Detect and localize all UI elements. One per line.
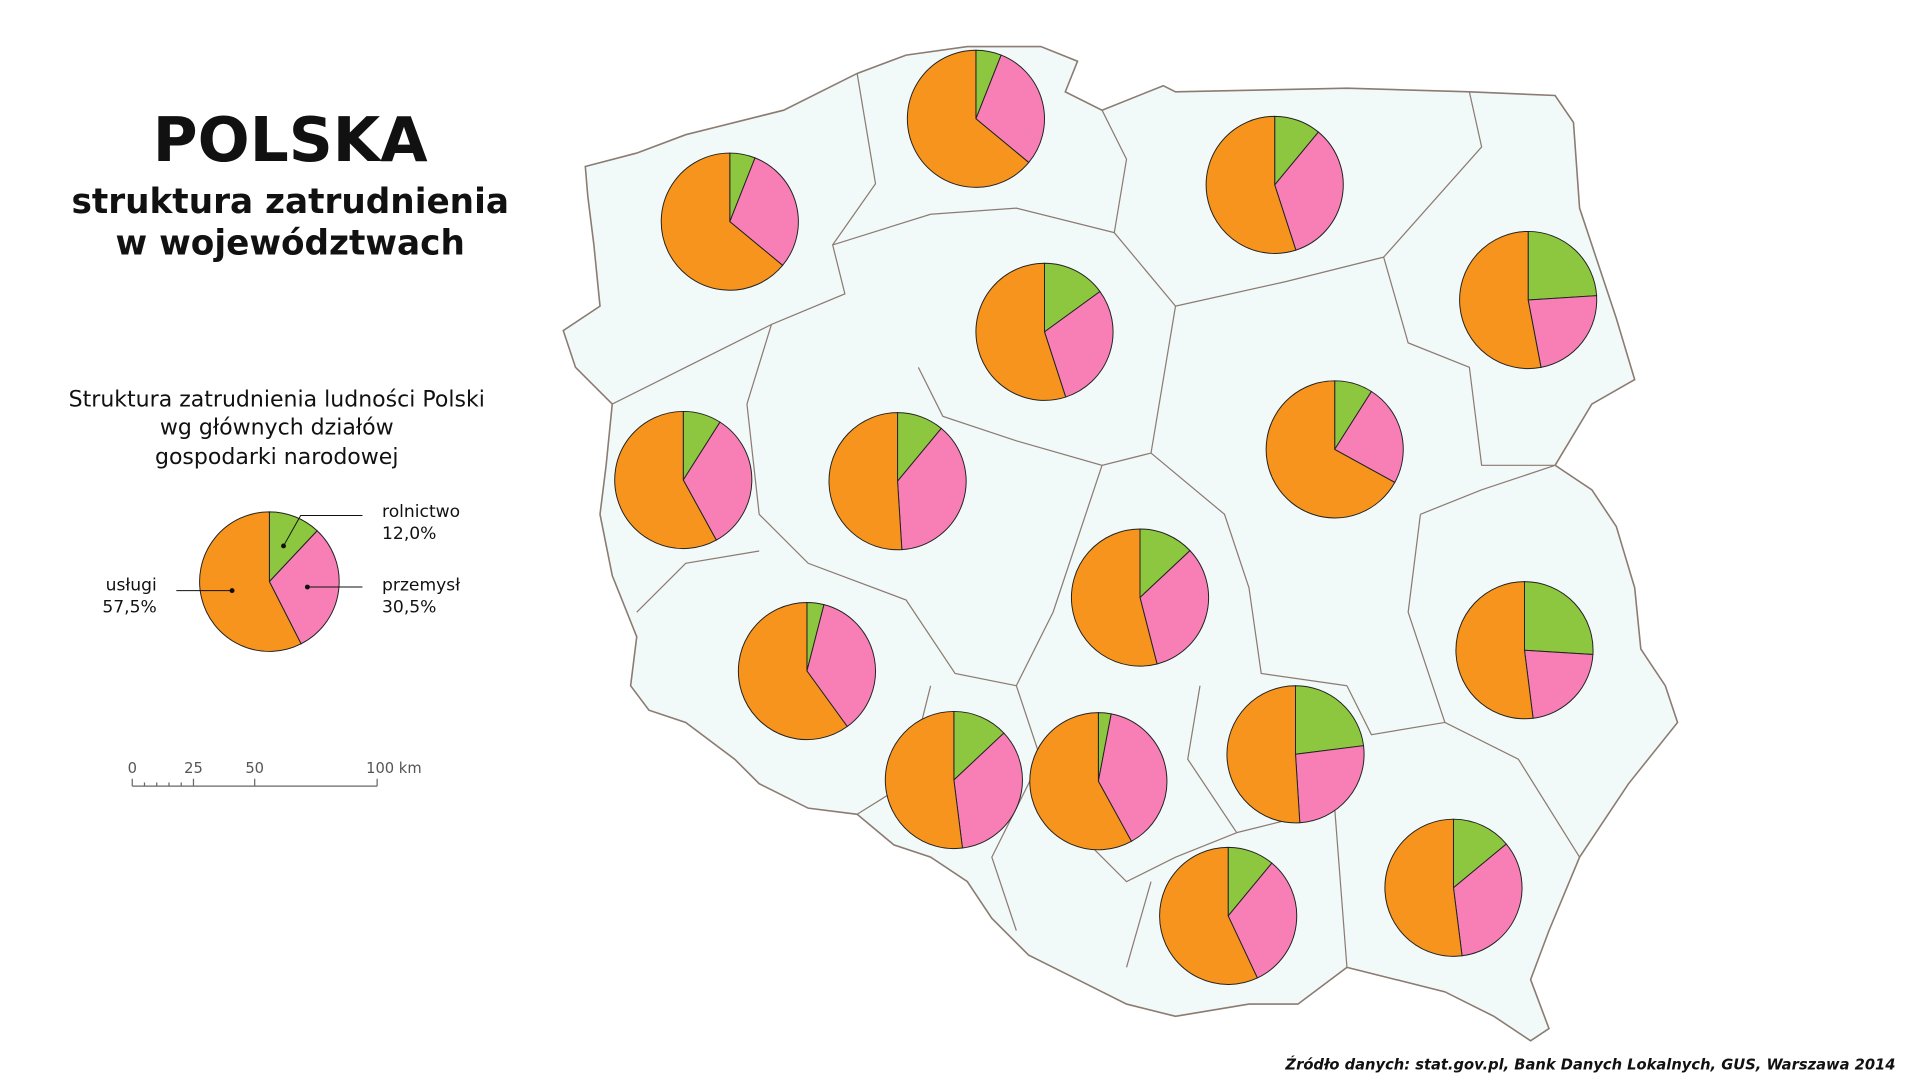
legend-title: gospodarki narodowej <box>155 445 399 470</box>
subtitle: w województwach <box>116 223 465 263</box>
pie-slice <box>1294 745 1365 824</box>
leader-dot <box>281 543 286 549</box>
pie-slice <box>1070 528 1158 667</box>
pie-slice <box>1043 290 1114 398</box>
pie-slice <box>1524 581 1594 656</box>
pie-slice <box>953 732 1023 849</box>
pie-slice <box>614 410 717 550</box>
pie-slice <box>975 54 1045 164</box>
pie-slice <box>1274 131 1344 251</box>
pie-slice <box>1139 549 1210 665</box>
title: POLSKA <box>153 105 428 176</box>
pie-slice <box>1044 262 1101 333</box>
subtitle: struktura zatrudnienia <box>71 182 508 222</box>
pie-slice <box>660 152 784 291</box>
region-borders <box>611 73 1581 968</box>
pie-slice <box>729 157 799 267</box>
source: Źródło danych: stat.gov.pl, Bank Danych … <box>1284 1055 1895 1073</box>
pie-slice <box>1227 862 1298 979</box>
scale-label: 50 <box>245 760 264 777</box>
pie-slice <box>1097 713 1168 842</box>
leader-dot <box>229 588 235 594</box>
scale-label: 0 <box>128 760 137 777</box>
pie-slice <box>1455 581 1534 720</box>
pie-slice <box>1527 230 1598 301</box>
pie-slice <box>828 412 903 551</box>
pie-slice <box>975 262 1067 401</box>
pie-slice <box>1265 380 1396 519</box>
pie-slice <box>1029 712 1133 851</box>
pie-slice <box>1384 818 1463 957</box>
pie-slice <box>1295 685 1365 755</box>
legend-label: usługi <box>106 575 157 595</box>
pie-slice <box>1334 390 1404 484</box>
legend-value: 30,5% <box>382 597 436 617</box>
pie-slice <box>884 710 964 850</box>
legend-value: 57,5% <box>102 597 156 617</box>
pie-slice <box>1452 843 1523 957</box>
pie-slice <box>897 427 967 551</box>
legend-label: przemysł <box>382 575 460 595</box>
scale-label: 25 <box>184 760 203 777</box>
pie-slice <box>1205 115 1297 254</box>
pie-slice <box>906 49 1030 188</box>
legend-pie-slice <box>199 511 302 652</box>
pie-slice <box>1523 649 1594 719</box>
pie-slice <box>1527 295 1598 368</box>
pie-slice <box>806 604 876 728</box>
legend-value: 12,0% <box>382 524 436 544</box>
legend-title: wg głównych działów <box>160 416 394 441</box>
pie-slice <box>1139 528 1191 599</box>
pie-slice <box>1226 685 1301 824</box>
pie-slice <box>1459 230 1542 370</box>
pie-slice <box>953 710 1005 782</box>
legend-title: Struktura zatrudnienia ludności Polski <box>69 387 485 412</box>
legend-label: rolnictwo <box>382 502 460 522</box>
pie-slice <box>1159 846 1259 985</box>
pie-slice <box>1452 818 1507 889</box>
scale-label: 100 km <box>366 760 422 777</box>
leader-line <box>283 515 363 547</box>
pie-slice <box>737 601 848 741</box>
